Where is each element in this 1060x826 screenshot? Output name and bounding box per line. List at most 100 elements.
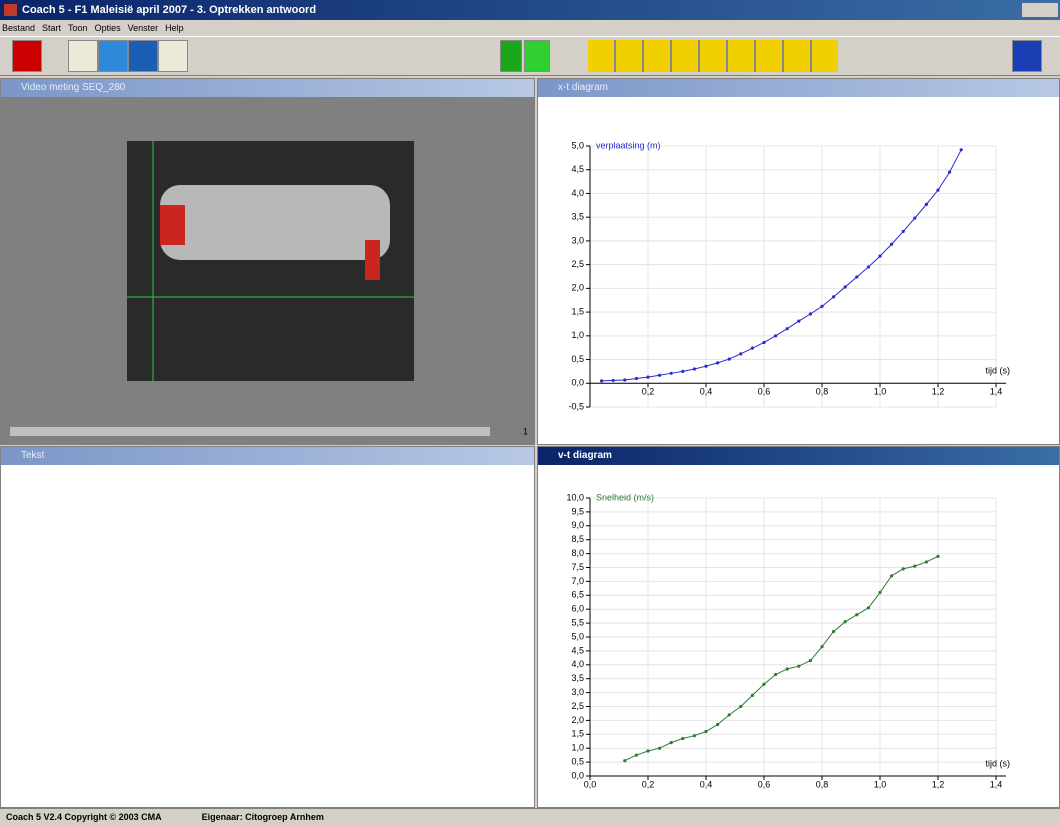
x-tick-label: 0,8 — [816, 387, 829, 397]
data-point — [867, 265, 870, 268]
data-point — [774, 673, 777, 676]
y-tick-label: 2,0 — [571, 283, 584, 293]
y-tick-label: 7,0 — [571, 576, 584, 586]
data-point — [878, 591, 881, 594]
data-point — [751, 694, 754, 697]
y-tick-label: 0,0 — [571, 378, 584, 388]
y-tick-label: 0,5 — [571, 756, 584, 766]
data-point — [902, 230, 905, 233]
data-point — [960, 148, 963, 151]
y-tick-label: 1,5 — [571, 306, 584, 316]
y-tick-label: 4,0 — [571, 188, 584, 198]
y-tick-label: 2,0 — [571, 715, 584, 725]
y-tick-label: 2,5 — [571, 701, 584, 711]
x-tick-label: 0,2 — [642, 387, 655, 397]
data-point — [704, 365, 707, 368]
y-tick-label: 1,0 — [571, 330, 584, 340]
y-tick-label: 2,5 — [571, 259, 584, 269]
y-tick-label: 3,0 — [571, 235, 584, 245]
data-point — [913, 217, 916, 220]
x-axis-label: tijd (s) — [986, 758, 1011, 768]
x-tick-label: 0,6 — [758, 779, 771, 789]
data-line — [602, 150, 962, 381]
data-point — [913, 565, 916, 568]
x-tick-label: 1,4 — [990, 387, 1003, 397]
data-point — [693, 367, 696, 370]
data-point — [716, 723, 719, 726]
x-tick-label: 0,6 — [758, 387, 771, 397]
y-tick-label: 8,0 — [571, 548, 584, 558]
data-point — [704, 730, 707, 733]
data-point — [797, 320, 800, 323]
data-point — [739, 705, 742, 708]
y-tick-label: 6,5 — [571, 590, 584, 600]
video-car — [365, 240, 380, 280]
video-car — [160, 205, 185, 245]
canvas: 1 0,2 0,4 0,6 0,8 1,0 1,2 1,4 -0,5 0,0 0,5 1,0 1,5 2… — [0, 0, 1060, 825]
data-point — [948, 171, 951, 174]
data-point — [890, 574, 893, 577]
video-car — [160, 185, 390, 260]
data-point — [867, 606, 870, 609]
data-point — [809, 659, 812, 662]
y-tick-label: 4,0 — [571, 659, 584, 669]
data-point — [681, 737, 684, 740]
x-tick-label: 0,2 — [642, 779, 655, 789]
data-point — [936, 189, 939, 192]
data-point — [681, 370, 684, 373]
data-point — [832, 630, 835, 633]
y-tick-label: 4,5 — [571, 645, 584, 655]
data-point — [635, 754, 638, 757]
y-tick-label: 1,0 — [571, 743, 584, 753]
data-point — [797, 665, 800, 668]
data-point — [658, 374, 661, 377]
data-point — [670, 741, 673, 744]
data-point — [716, 361, 719, 364]
data-point — [809, 312, 812, 315]
y-tick-label: 9,0 — [571, 520, 584, 530]
data-point — [739, 352, 742, 355]
y-tick-label: 0,0 — [571, 770, 584, 780]
data-point — [902, 567, 905, 570]
x-tick-label: 1,0 — [874, 387, 887, 397]
data-point — [844, 620, 847, 623]
data-point — [925, 203, 928, 206]
x-tick-label: 1,4 — [990, 779, 1003, 789]
y-tick-label: -0,5 — [568, 401, 584, 411]
x-tick-label: 0,0 — [584, 779, 597, 789]
data-point — [762, 683, 765, 686]
data-point — [693, 734, 696, 737]
x-tick-label: 0,4 — [700, 387, 713, 397]
data-point — [786, 667, 789, 670]
y-tick-label: 5,0 — [571, 631, 584, 641]
data-point — [774, 334, 777, 337]
video-controls[interactable] — [10, 427, 490, 436]
data-point — [635, 377, 638, 380]
y-tick-label: 8,5 — [571, 534, 584, 544]
y-tick-label: 6,0 — [571, 604, 584, 614]
app: Coach 5 - F1 Maleisië april 2007 - 3. Op… — [0, 0, 1060, 825]
x-tick-label: 0,8 — [816, 779, 829, 789]
data-point — [820, 305, 823, 308]
x-tick-label: 1,2 — [932, 387, 945, 397]
data-point — [820, 645, 823, 648]
data-point — [646, 376, 649, 379]
data-point — [751, 347, 754, 350]
data-point — [855, 613, 858, 616]
video-frame-number: 1 — [523, 426, 528, 436]
data-point — [728, 713, 731, 716]
data-point — [646, 749, 649, 752]
data-point — [728, 357, 731, 360]
y-tick-label: 4,5 — [571, 164, 584, 174]
data-point — [612, 379, 615, 382]
data-point — [623, 378, 626, 381]
y-tick-label: 3,5 — [571, 212, 584, 222]
y-tick-label: 0,5 — [571, 354, 584, 364]
data-point — [762, 341, 765, 344]
x-axis-label: tijd (s) — [986, 366, 1011, 376]
data-point — [890, 243, 893, 246]
y-tick-label: 9,5 — [571, 506, 584, 516]
x-tick-label: 1,2 — [932, 779, 945, 789]
data-point — [623, 759, 626, 762]
data-point — [936, 555, 939, 558]
